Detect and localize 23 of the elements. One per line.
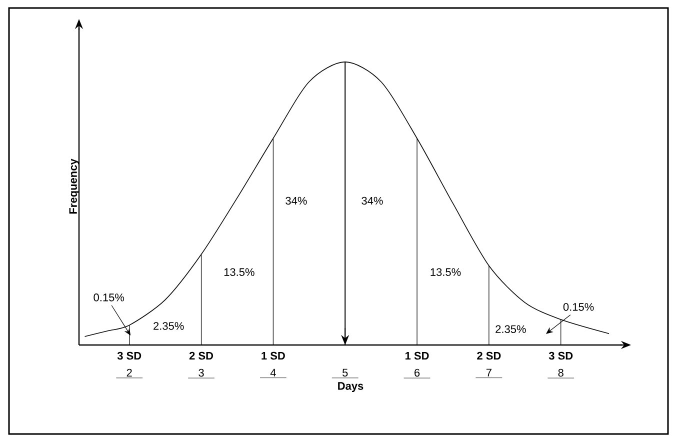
ref-line-label: 3 SD [548,352,573,360]
ref-line-label: 1 SD [405,352,429,360]
x-tick-label: 3 [198,368,204,377]
ref-line-label: 2 SD [477,352,501,360]
annotation: 13.5% [430,268,461,276]
annotation: 0.15% [563,303,594,311]
x-tick-label: 8 [558,368,564,377]
x-tick-label: 5 [342,368,348,377]
x-tick-label: 7 [486,368,492,376]
annotation: 34% [362,196,383,205]
x-tick-label: 4 [270,368,276,376]
x-axis-title: Days [338,382,364,392]
ref-line-label: 3 SD [117,352,142,360]
annotation: 2.35% [496,325,526,334]
annotation: 2.35% [154,322,184,330]
x-tick-label: 2 [126,368,132,377]
ref-line-label: 1 SD [262,352,285,360]
y-axis-title: Frequency [69,158,80,214]
ref-line-label: 2 SD [189,352,214,360]
annotation: 34% [286,196,307,205]
x-tick-label: 6 [414,368,420,377]
annotation: 0.15% [94,294,124,302]
annotation: 13.5% [224,268,254,276]
